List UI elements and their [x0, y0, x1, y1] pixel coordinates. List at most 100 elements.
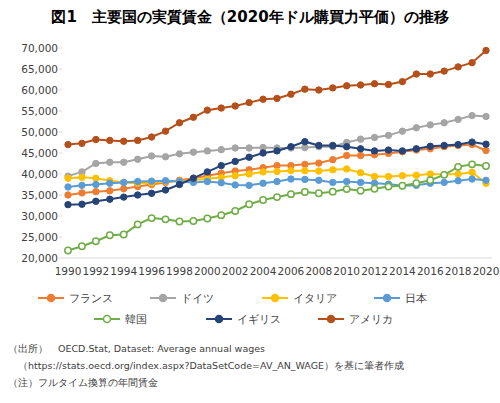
x-tick-label: 1994: [110, 265, 137, 277]
marker: [121, 194, 127, 200]
x-tick-label: 2002: [222, 265, 249, 277]
marker: [190, 114, 196, 120]
marker: [65, 184, 71, 190]
marker: [162, 154, 168, 160]
marker: [483, 147, 489, 153]
marker: [204, 107, 210, 113]
marker: [176, 151, 182, 157]
marker: [134, 221, 140, 227]
marker: [357, 152, 363, 158]
legend-item: ドイツ: [150, 292, 214, 305]
x-axis: [62, 258, 492, 259]
marker: [246, 99, 252, 105]
marker: [148, 178, 154, 184]
marker: [455, 142, 461, 148]
series-line: [68, 145, 486, 195]
marker: [246, 171, 252, 177]
tick-mark: [59, 153, 62, 154]
marker: [469, 112, 475, 118]
marker: [469, 60, 475, 66]
marker: [441, 179, 447, 185]
marker: [385, 81, 391, 87]
marker: [399, 148, 405, 154]
marker: [483, 47, 489, 53]
marker: [399, 78, 405, 84]
marker: [441, 68, 447, 74]
marker: [134, 137, 140, 143]
marker: [316, 177, 322, 183]
marker: [162, 187, 168, 193]
tick-mark: [59, 195, 62, 196]
marker: [343, 166, 349, 172]
x-tick-label: 2008: [305, 265, 332, 277]
marker: [162, 128, 168, 134]
marker: [260, 180, 266, 186]
marker: [134, 156, 140, 162]
marker: [399, 149, 405, 155]
marker: [441, 142, 447, 148]
legend-item: フランス: [38, 292, 113, 305]
marker: [162, 178, 168, 184]
legend-marker: [216, 316, 223, 323]
marker: [274, 194, 280, 200]
marker: [204, 178, 210, 184]
plot-area: [65, 47, 489, 253]
marker: [232, 208, 238, 214]
legend-item: 韓国: [94, 313, 147, 326]
legend-marker: [328, 316, 335, 323]
marker: [190, 218, 196, 224]
marker: [176, 218, 182, 224]
legend-marker: [48, 295, 55, 302]
y-tick-label: 65,000: [21, 63, 58, 75]
marker: [79, 190, 85, 196]
marker: [232, 182, 238, 188]
marker: [148, 190, 154, 196]
x-tick-label: 1996: [138, 265, 165, 277]
series-line: [68, 164, 486, 250]
marker: [316, 87, 322, 93]
marker: [371, 173, 377, 179]
marker: [65, 175, 71, 181]
legend-label: フランス: [69, 292, 113, 305]
y-tick-label: 60,000: [21, 84, 58, 96]
marker: [413, 146, 419, 152]
marker: [232, 172, 238, 178]
marker: [302, 161, 308, 167]
y-tick-label: 70,000: [21, 42, 58, 54]
marker: [455, 178, 461, 184]
marker: [385, 147, 391, 153]
marker: [162, 216, 168, 222]
marker: [260, 96, 266, 102]
marker: [274, 178, 280, 184]
marker: [330, 167, 336, 173]
marker: [385, 183, 391, 189]
marker: [121, 186, 127, 192]
marker: [246, 145, 252, 151]
marker: [288, 144, 294, 150]
marker: [190, 175, 196, 181]
legend-label: 日本: [405, 292, 427, 305]
marker: [371, 148, 377, 154]
marker: [107, 232, 113, 238]
marker: [455, 116, 461, 122]
chart: 図1 主要国の実質賃金（2020年ドル購買力平価）の推移20,00025,000…: [0, 0, 500, 403]
marker: [218, 146, 224, 152]
marker: [93, 188, 99, 194]
marker: [302, 138, 308, 144]
x-tick-label: 2016: [417, 265, 444, 277]
legend-marker: [272, 295, 279, 302]
marker: [232, 158, 238, 164]
marker: [288, 91, 294, 97]
marker: [121, 179, 127, 185]
x-tick-label: 1992: [82, 265, 109, 277]
marker: [274, 95, 280, 101]
marker: [246, 201, 252, 207]
marker: [469, 139, 475, 145]
marker: [357, 170, 363, 176]
marker: [246, 182, 252, 188]
marker: [330, 179, 336, 185]
marker: [357, 146, 363, 152]
marker: [93, 136, 99, 142]
x-tick-label: 1990: [55, 265, 82, 277]
marker: [399, 183, 405, 189]
